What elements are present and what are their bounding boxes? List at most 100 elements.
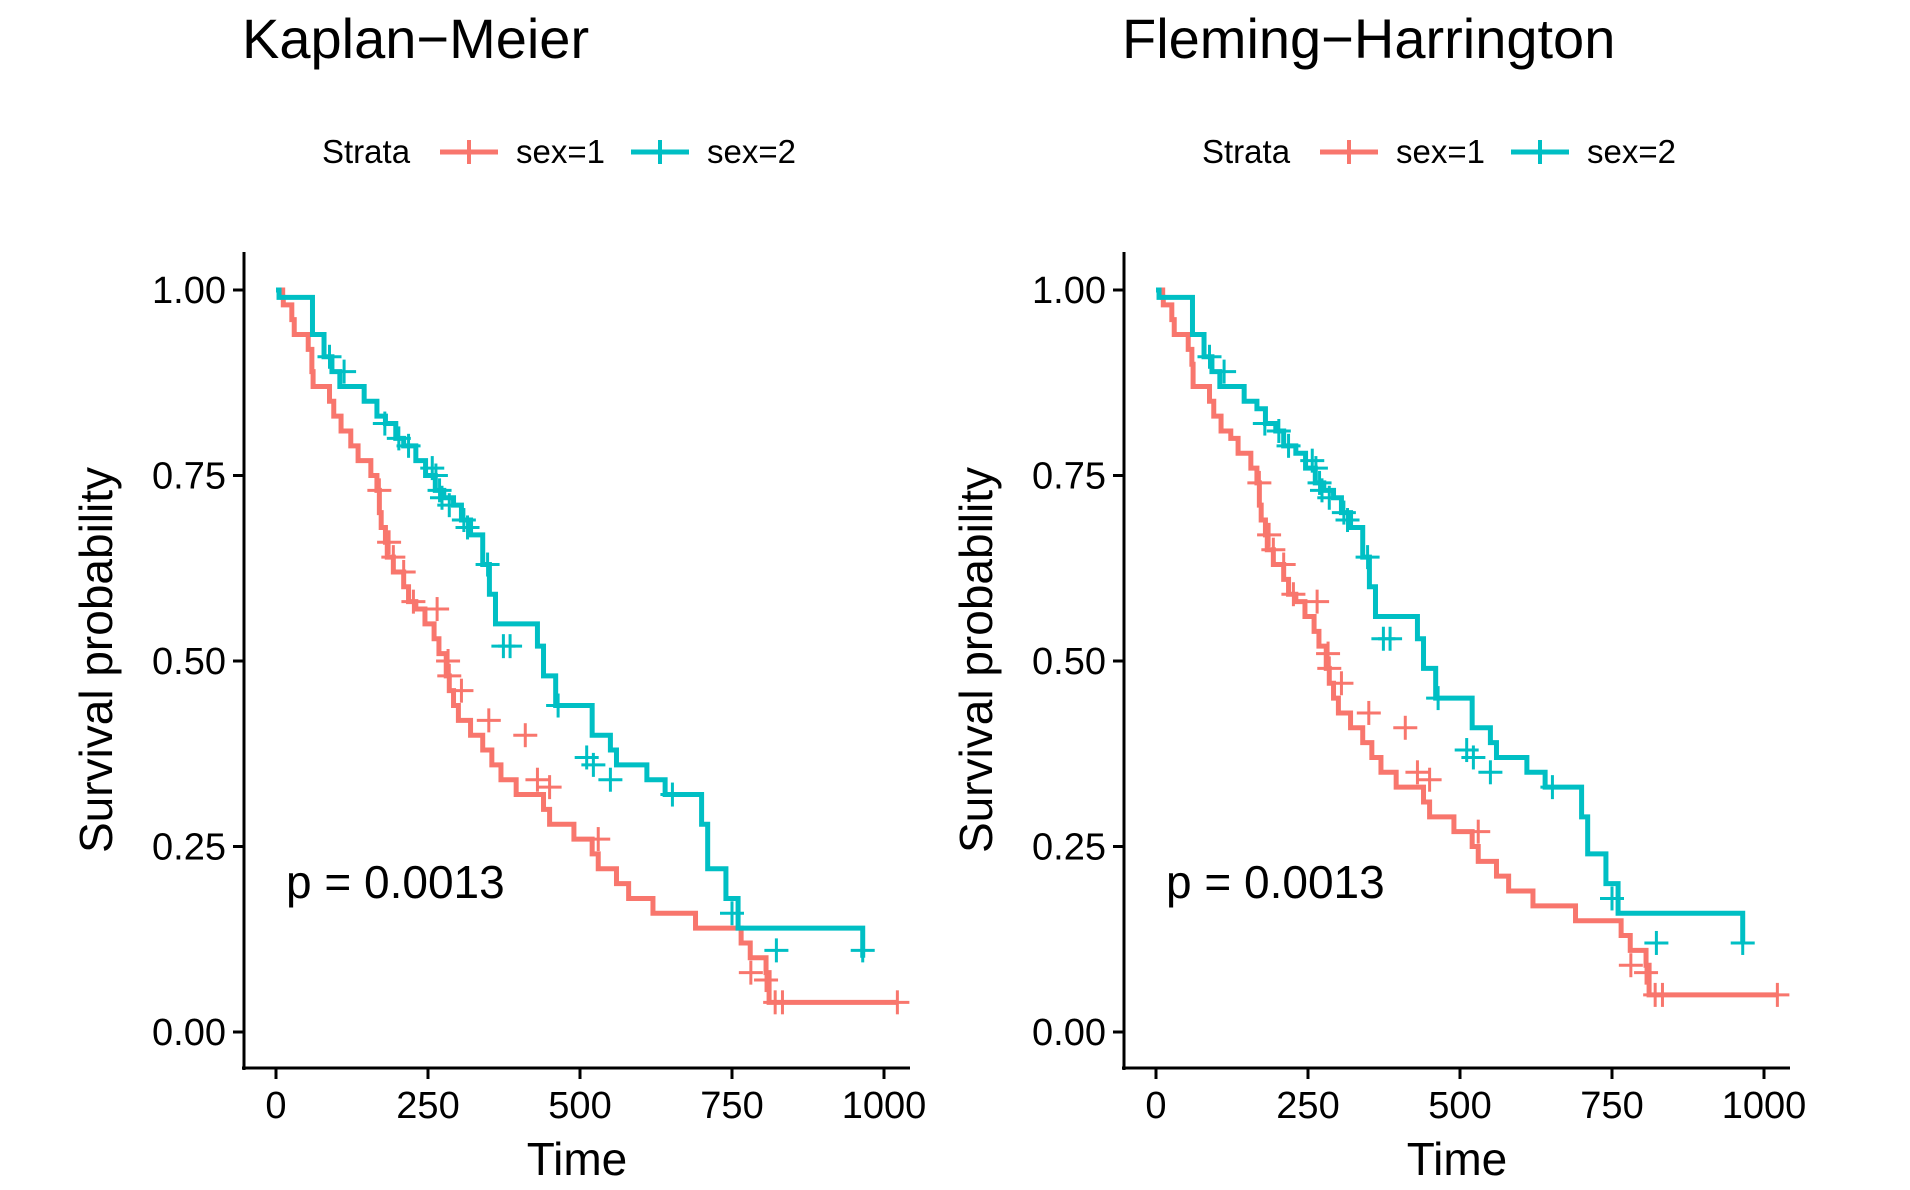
legend-title: Strata (322, 133, 411, 170)
censor-mark (449, 678, 474, 703)
censor-mark (754, 968, 779, 993)
y-tick-label: 0.25 (1032, 827, 1106, 869)
censor-mark (1212, 359, 1237, 384)
censor-mark (437, 663, 462, 688)
legend-label-series-2: sex=2 (1587, 133, 1677, 170)
censor-mark (1252, 411, 1277, 436)
censor-mark (1765, 982, 1790, 1007)
censor-mark (1356, 700, 1381, 725)
y-tick-label: 0.00 (1032, 1012, 1106, 1054)
censor-mark (1600, 886, 1624, 911)
censor-mark (770, 990, 795, 1015)
censor-mark (1276, 433, 1301, 458)
censor-mark (401, 589, 426, 614)
censor-mark (396, 433, 421, 458)
fh-plot-area: 0.00 0.25 0.50 0.75 1.00 0 250 500 750 1000 Time Su… (950, 252, 1807, 1185)
censor-mark (391, 559, 416, 584)
censor-mark (1650, 982, 1675, 1007)
censor-mark (1478, 760, 1503, 785)
x-tick-label: 750 (1580, 1085, 1643, 1127)
censor-mark (1466, 819, 1491, 844)
censor-mark (1405, 760, 1430, 785)
censor-mark (546, 693, 571, 718)
censor-mark (1730, 930, 1755, 955)
legend-key-series-2 (631, 140, 690, 164)
censor-mark (437, 493, 462, 518)
censor-mark (1317, 485, 1342, 510)
censor-mark (660, 782, 685, 807)
censor-mark (1393, 715, 1418, 740)
y-axis-title: Survival probability (950, 467, 1002, 853)
y-tick-label: 0.25 (152, 827, 226, 869)
censor-mark (367, 478, 392, 503)
x-tick-label: 1000 (1722, 1085, 1807, 1127)
x-axis-title: Time (527, 1133, 628, 1185)
censor-mark (1417, 767, 1442, 792)
censor-mark (1271, 552, 1296, 577)
censor-mark (1378, 626, 1403, 651)
censor-mark (1303, 456, 1328, 481)
survival-curve-series-1 (276, 287, 898, 1005)
censor-mark (720, 901, 744, 926)
km-plot-area: 0.00 0.25 0.50 0.75 1.00 0 250 500 750 1000 Time Su… (70, 252, 927, 1185)
censor-mark (423, 463, 448, 488)
legend: Strata sex=1 sex=2 (1202, 128, 1698, 176)
chart-title: Kaplan−Meier (242, 7, 590, 70)
legend-label-series-1: sex=1 (1396, 133, 1486, 170)
censor-mark (1261, 537, 1286, 562)
censor-mark (317, 344, 342, 369)
censor-mark (475, 552, 500, 577)
survival-curve-series-2 (1156, 287, 1746, 943)
chart-panel-kaplan-meier: Kaplan−Meier Strata sex=1 sex=2 0.00 0.25… (70, 7, 927, 1185)
censor-mark (1317, 656, 1342, 681)
y-tick-label: 0.00 (152, 1012, 226, 1054)
x-axis-title: Time (1407, 1133, 1508, 1185)
legend-key-series-2 (1511, 140, 1570, 164)
x-tick-label: 500 (1428, 1085, 1491, 1127)
censor-mark (850, 938, 875, 963)
censor-mark (1247, 470, 1272, 495)
x-tick-label: 250 (1276, 1085, 1339, 1127)
censor-mark (1618, 953, 1643, 978)
censor-mark (885, 990, 910, 1015)
censor-mark (1329, 671, 1354, 696)
y-tick-label: 0.50 (1032, 641, 1106, 683)
legend-label-series-2: sex=2 (707, 133, 797, 170)
censor-mark (598, 767, 623, 792)
y-tick-label: 1.00 (1032, 270, 1106, 312)
censor-mark (455, 515, 480, 540)
censor-mark (581, 752, 606, 777)
censor-mark (537, 775, 562, 800)
y-tick-label: 0.50 (152, 641, 226, 683)
legend-key-series-1 (1320, 140, 1379, 164)
legend-item-series-1: sex=1 (436, 128, 605, 176)
p-value-label: p = 0.0013 (286, 856, 505, 908)
censor-mark (1634, 960, 1659, 985)
chart-panel-fleming-harrington: Fleming−Harrington Strata sex=1 sex=2 0.… (880, 0, 1835, 1190)
censor-mark (1461, 745, 1486, 770)
censor-mark (425, 597, 450, 622)
censor-mark (1644, 930, 1669, 955)
y-tick-label: 1.00 (152, 270, 226, 312)
y-tick-label: 0.75 (1032, 456, 1106, 498)
censor-mark (1305, 589, 1330, 614)
x-tick-label: 250 (396, 1085, 459, 1127)
y-axis-title: Survival probability (70, 467, 122, 853)
censor-mark (1335, 508, 1360, 533)
x-tick-label: 1000 (842, 1085, 927, 1127)
censor-mark (1197, 344, 1222, 369)
censor-mark (372, 411, 397, 436)
legend-key-series-1 (440, 140, 499, 164)
censor-mark (1281, 582, 1306, 607)
x-tick-label: 500 (548, 1085, 611, 1127)
legend-item-series-1: sex=1 (1316, 128, 1485, 176)
censor-mark (498, 634, 523, 659)
censor-mark (1426, 686, 1451, 711)
censor-mark (1257, 522, 1282, 547)
censor-mark (525, 767, 550, 792)
p-value-label: p = 0.0013 (1166, 856, 1385, 908)
legend-label-series-1: sex=1 (516, 133, 606, 170)
censor-mark (377, 530, 402, 555)
x-tick-label: 750 (700, 1085, 763, 1127)
censor-mark (586, 827, 611, 852)
